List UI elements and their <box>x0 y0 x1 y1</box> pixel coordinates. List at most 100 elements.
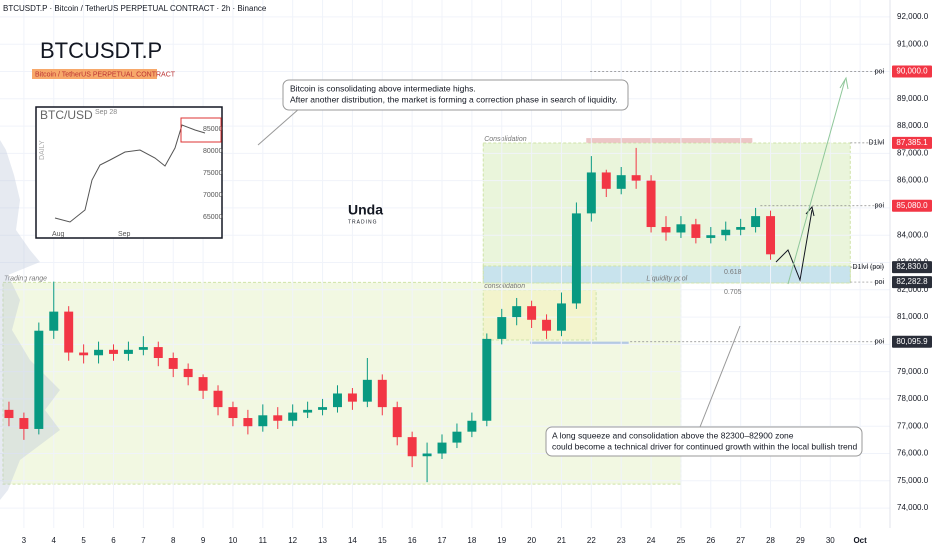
candle-body <box>243 418 253 427</box>
x-tick-label: 15 <box>378 536 387 545</box>
volume-profile <box>0 140 60 500</box>
zone-label: consolidation <box>484 283 525 290</box>
zone-label: Liquidity pool <box>646 275 687 282</box>
candle-body <box>437 442 447 454</box>
candle-body <box>571 213 581 304</box>
candle-body <box>392 407 402 438</box>
callout-text: After another distribution, the market i… <box>290 94 618 104</box>
grid <box>0 0 890 528</box>
levels: poi D1lvl poi D1lvl (poi) poi poi <box>590 68 885 346</box>
fib-label: 0.705 <box>724 289 742 296</box>
zone <box>482 142 851 284</box>
x-tick-label: 8 <box>171 536 176 545</box>
price-tag: 90,000.0 <box>896 67 928 76</box>
price-tag: 80,095.9 <box>896 337 928 346</box>
candle-body <box>303 409 313 413</box>
candle-body <box>198 377 208 391</box>
arrow-head <box>839 76 849 90</box>
candle-body <box>19 418 29 429</box>
chart-title: BTCUSDT.P <box>40 38 162 63</box>
logo-name: Unda <box>348 202 383 218</box>
x-tick-label: 17 <box>438 536 447 545</box>
inset-box <box>180 117 222 143</box>
candle-body <box>452 431 462 443</box>
x-tick-label: 9 <box>201 536 206 545</box>
candle-body <box>601 172 611 189</box>
candles <box>4 147 776 483</box>
price-tag: 82,830.0 <box>896 262 928 271</box>
candle-body <box>556 303 566 331</box>
candle-body <box>377 379 387 408</box>
y-tick-label: 87,000.0 <box>897 148 929 157</box>
x-tick-label: 21 <box>557 536 566 545</box>
y-tick-label: 92,000.0 <box>897 12 929 21</box>
candle-body <box>138 347 148 350</box>
candle-body <box>706 235 716 238</box>
fib-label: 0.618 <box>724 269 742 276</box>
x-tick-label: 30 <box>826 536 835 545</box>
y-tick-label: 89,000.0 <box>897 94 929 103</box>
x-tick-label: 12 <box>288 536 297 545</box>
candle-body <box>497 317 507 339</box>
zone <box>530 341 629 345</box>
candle-body <box>542 319 552 331</box>
y-tick-label: 76,000.0 <box>897 449 929 458</box>
candle-body <box>333 393 342 408</box>
price-tag: 82,282.8 <box>896 277 928 286</box>
callout-pointer <box>699 325 741 428</box>
candle-body <box>482 338 492 421</box>
x-tick-label: 13 <box>318 536 327 545</box>
price-tag: 85,080.0 <box>896 201 928 210</box>
candle-body <box>691 224 701 238</box>
candle-body <box>213 390 223 408</box>
inset-price: 80000 <box>203 148 223 155</box>
y-tick-label: 88,000.0 <box>897 121 929 130</box>
level-tag: poi <box>875 339 885 346</box>
y-tick-label: 75,000.0 <box>897 476 929 485</box>
subtitle-bg <box>32 69 157 79</box>
level-tag: D1lvl <box>868 140 884 147</box>
x-tick-label: 10 <box>228 536 237 545</box>
x-tick-label: 5 <box>81 536 86 545</box>
callout-box <box>282 79 629 111</box>
candle-body <box>527 306 537 320</box>
x-tick-label: Oct <box>853 536 867 545</box>
price-tag-bg <box>892 261 932 274</box>
level-tag: poi <box>875 203 885 210</box>
inset-price: 75000 <box>203 170 223 177</box>
x-tick-label: 19 <box>497 536 506 545</box>
projection-path <box>775 209 813 282</box>
candle-body <box>631 175 641 181</box>
candle-body <box>766 216 776 255</box>
candle-body <box>64 311 74 353</box>
candle-body <box>49 311 59 331</box>
level-tag: poi <box>875 279 885 286</box>
x-tick-label: 4 <box>52 536 57 545</box>
y-tick-label: 84,000.0 <box>897 230 929 239</box>
inset-month: Aug <box>52 231 65 238</box>
x-tick-label: 27 <box>736 536 745 545</box>
x-tick-label: 28 <box>766 536 775 545</box>
candle-body <box>422 453 432 457</box>
callout-pointer <box>257 107 301 146</box>
x-tick-label: 16 <box>408 536 417 545</box>
x-tick-label: 14 <box>348 536 357 545</box>
candle-body <box>467 420 477 432</box>
price-tag-bg <box>892 136 932 149</box>
candle-body <box>407 437 417 457</box>
callout-text: could become a technical driver for cont… <box>552 441 857 451</box>
x-tick-label: 20 <box>527 536 536 545</box>
callout-text: Bitcoin is consolidating above intermedi… <box>290 83 476 93</box>
candle-body <box>4 409 14 419</box>
candle-body <box>183 368 193 378</box>
candle-body <box>736 227 746 230</box>
x-tick-label: 23 <box>617 536 626 545</box>
callout-text: A long squeeze and consolidation above t… <box>552 430 794 440</box>
candle-body <box>273 415 283 421</box>
price-tag-bg <box>892 276 932 289</box>
x-axis-bg <box>0 528 932 550</box>
y-tick-label: 78,000.0 <box>897 394 929 403</box>
chart-subtitle: Bitcoin / TetherUS PERPETUAL CONTRACT <box>35 71 176 78</box>
y-tick-label: 74,000.0 <box>897 503 929 512</box>
